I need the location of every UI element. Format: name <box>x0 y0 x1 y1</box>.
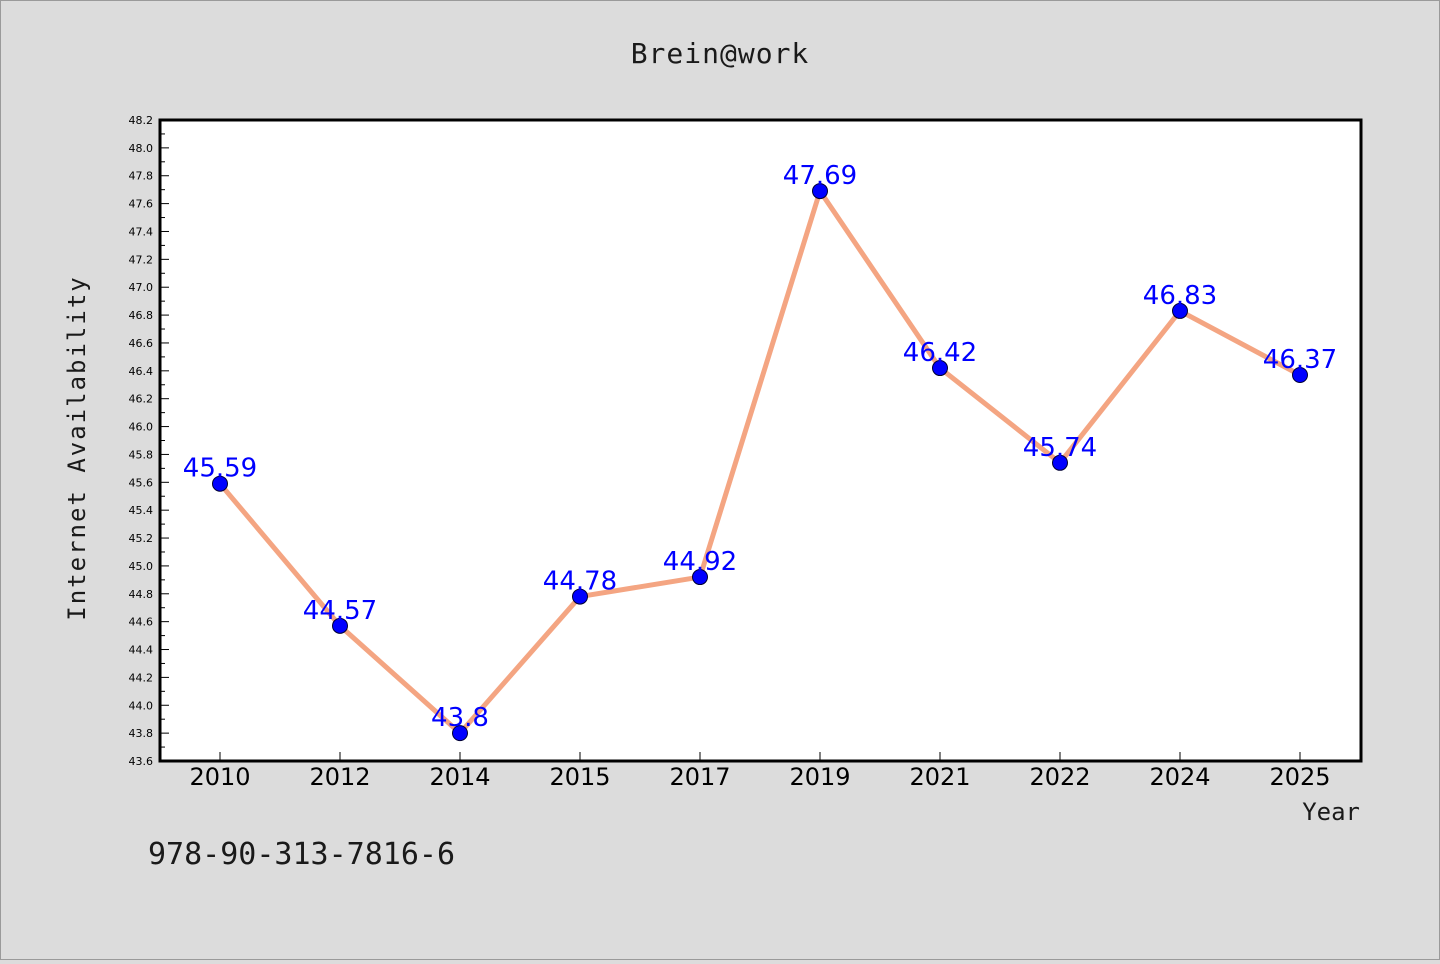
data-label: 46.42 <box>903 338 977 368</box>
x-tick-label: 2024 <box>1149 763 1210 791</box>
data-point <box>212 475 228 492</box>
y-tick-label: 46.8 <box>129 309 154 322</box>
y-tick-label: 44.4 <box>129 644 154 657</box>
x-tick-label: 2017 <box>669 763 730 791</box>
x-tick-label: 2012 <box>309 763 370 791</box>
y-tick-label: 45.0 <box>129 560 154 573</box>
data-point <box>932 360 948 377</box>
y-tick-label: 44.8 <box>129 588 154 601</box>
y-axis: 43.6 43.8 44.0 44.2 44.4 44.6 44.8 45.0 45.2 45.4… <box>129 114 169 768</box>
data-label: 46.37 <box>1263 345 1337 375</box>
y-tick-label: 45.2 <box>129 532 154 545</box>
y-tick-label: 44.6 <box>129 616 154 629</box>
y-axis-label: Internet Availability <box>63 275 91 620</box>
y-tick-label: 47.6 <box>129 198 154 211</box>
series-line <box>217 188 1303 736</box>
y-tick-label: 45.6 <box>129 476 154 489</box>
data-labels: 45.59 44.57 43.8 44.78 44.92 47.69 46.42 45.74 4… <box>183 161 1337 733</box>
y-tick-label: 46.2 <box>129 393 154 406</box>
y-tick-label: 47.0 <box>129 281 154 294</box>
x-tick-label: 2021 <box>909 763 970 791</box>
data-label: 46.83 <box>1143 281 1217 311</box>
data-label: 44.92 <box>663 547 737 577</box>
footer-code: 978-90-313-7816-6 <box>148 837 455 872</box>
y-tick-label: 43.6 <box>129 755 154 768</box>
data-label: 44.57 <box>303 596 377 626</box>
y-tick-label: 48.0 <box>129 142 154 155</box>
x-tick-label: 2014 <box>429 763 490 791</box>
y-tick-label: 46.0 <box>129 421 154 434</box>
data-label: 44.78 <box>543 567 617 597</box>
x-axis-label: Year <box>1302 798 1360 826</box>
data-label: 47.69 <box>783 161 857 191</box>
y-tick-label: 47.2 <box>129 253 154 266</box>
y-tick-label: 45.8 <box>129 448 154 461</box>
data-point <box>332 617 348 634</box>
data-point <box>452 725 468 742</box>
y-tick-label: 44.2 <box>129 671 154 684</box>
y-tick-label: 46.6 <box>129 337 154 350</box>
data-point <box>1172 302 1188 319</box>
data-point <box>1052 454 1068 471</box>
x-axis: 2010 2012 2014 2015 2017 2019 2021 2022 2024 2025 <box>189 752 1331 791</box>
plot-area <box>158 118 1363 763</box>
data-point <box>572 588 588 605</box>
y-tick-label: 47.8 <box>129 170 154 183</box>
x-tick-label: 2010 <box>189 763 250 791</box>
x-tick-label: 2019 <box>789 763 850 791</box>
x-tick-label: 2025 <box>1269 763 1330 791</box>
data-point <box>1292 367 1308 384</box>
x-tick-label: 2022 <box>1029 763 1090 791</box>
y-tick-label: 43.8 <box>129 727 154 740</box>
data-label: 45.74 <box>1023 433 1097 463</box>
data-point <box>812 183 828 200</box>
chart-title: Brein@work <box>631 37 810 70</box>
data-markers <box>212 183 1308 742</box>
data-label: 45.59 <box>183 454 257 484</box>
x-tick-label: 2015 <box>549 763 610 791</box>
data-point <box>692 569 708 586</box>
y-tick-label: 47.4 <box>129 225 154 238</box>
data-label: 43.8 <box>431 703 489 733</box>
y-tick-label: 45.4 <box>129 504 154 517</box>
y-tick-label: 46.4 <box>129 365 154 378</box>
y-tick-label: 48.2 <box>129 114 154 127</box>
y-tick-label: 44.0 <box>129 699 154 712</box>
